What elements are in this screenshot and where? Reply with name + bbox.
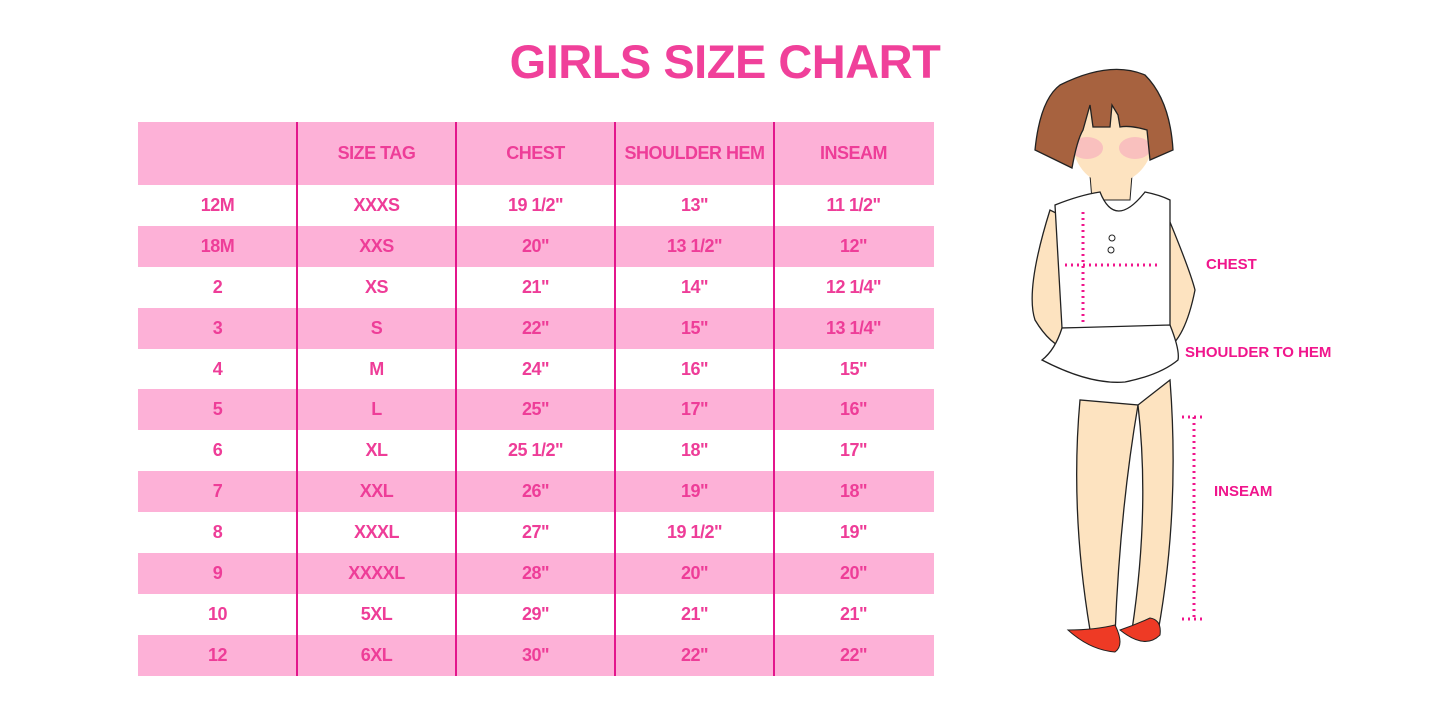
table-cell: XXS	[359, 235, 394, 256]
chest-label: CHEST	[1206, 256, 1257, 273]
size-label-cell: 6	[212, 440, 223, 461]
table-cell: 13"	[680, 194, 709, 215]
table-header-row: SIZE TAG CHEST SHOULDER HEM INSEAM	[138, 122, 934, 185]
inseam-label: INSEAM	[1214, 483, 1273, 500]
column-divider	[296, 122, 298, 676]
table-cell: M	[369, 358, 384, 379]
size-label-cell: 3	[212, 317, 223, 338]
table-cell: 21"	[680, 603, 709, 624]
table-cell: 13 1/4"	[825, 317, 882, 338]
table-cell: 15"	[680, 317, 709, 338]
table-cell: 25 1/2"	[507, 440, 564, 461]
size-table: SIZE TAG CHEST SHOULDER HEM INSEAM 12M XXXS 19…	[138, 122, 934, 676]
table-cell: 22"	[521, 317, 550, 338]
table-cell: 12 1/4"	[825, 276, 882, 297]
shoulder-to-hem-label: SHOULDER TO HEM	[1185, 344, 1332, 361]
table-cell: L	[371, 399, 382, 420]
size-label-cell: 18M	[200, 235, 235, 256]
size-label-cell: 8	[212, 522, 223, 543]
table-cell: 12"	[839, 235, 868, 256]
table-cell: 22"	[680, 644, 709, 665]
table-cell: XXL	[359, 481, 394, 502]
table-row: 10 5XL 29" 21" 21"	[138, 594, 934, 635]
table-cell: 21"	[521, 276, 550, 297]
table-row: 12 6XL 30" 22" 22"	[138, 634, 934, 676]
table-cell: 11 1/2"	[826, 194, 881, 215]
table-cell: 18"	[680, 440, 709, 461]
table-cell: 16"	[680, 358, 709, 379]
table-row: 4 M 24" 16" 15"	[138, 349, 934, 390]
size-label-cell: 4	[212, 358, 223, 379]
table-cell: 17"	[680, 399, 709, 420]
table-row: 2 XS 21" 14" 12 1/4"	[138, 267, 934, 308]
table-cell: 13 1/2"	[666, 235, 723, 256]
size-label-cell: 7	[212, 481, 223, 502]
table-row: 5 L 25" 17" 16"	[138, 389, 934, 431]
table-cell: 16"	[839, 399, 868, 420]
column-header: CHEST	[506, 143, 565, 163]
table-cell: XXXS	[353, 194, 400, 215]
table-cell: 25"	[521, 399, 550, 420]
table-cell: 18"	[839, 481, 868, 502]
table-cell: XXXXL	[348, 562, 405, 583]
table-cell: 21"	[839, 603, 868, 624]
table-cell: 26"	[521, 481, 550, 502]
table-row: 8 XXXL 27" 19 1/2" 19"	[138, 512, 934, 553]
table-row: 6 XL 25 1/2" 18" 17"	[138, 430, 934, 471]
column-divider	[455, 122, 457, 676]
column-header: SIZE TAG	[337, 143, 416, 163]
size-label-cell: 12M	[200, 194, 235, 215]
table-cell: 29"	[521, 603, 550, 624]
size-label-cell: 12	[207, 644, 228, 665]
table-cell: 5XL	[360, 603, 393, 624]
chart-title: GIRLS SIZE CHART	[509, 35, 941, 88]
table-cell: 22"	[839, 644, 868, 665]
table-cell: 6XL	[360, 644, 393, 665]
column-header: SHOULDER HEM	[624, 143, 765, 163]
table-row: 7 XXL 26" 19" 18"	[138, 471, 934, 513]
table-cell: 17"	[839, 440, 868, 461]
table-cell: S	[370, 317, 383, 338]
table-cell: XS	[364, 276, 389, 297]
table-cell: 28"	[521, 562, 550, 583]
table-row: 3 S 22" 15" 13 1/4"	[138, 307, 934, 349]
size-label-cell: 5	[212, 399, 223, 420]
table-cell: 20"	[839, 562, 868, 583]
table-cell: 27"	[521, 522, 550, 543]
girl-figure-icon	[1031, 68, 1202, 653]
column-divider	[614, 122, 616, 676]
table-cell: XXXL	[353, 522, 400, 543]
table-cell: 19"	[680, 481, 709, 502]
table-cell: 19 1/2"	[507, 194, 564, 215]
table-cell: 20"	[521, 235, 550, 256]
table-cell: 19"	[839, 522, 868, 543]
size-label-cell: 2	[212, 276, 223, 297]
table-cell: 15"	[839, 358, 868, 379]
table-cell: 14"	[680, 276, 709, 297]
size-label-cell: 9	[212, 562, 223, 583]
table-cell: 30"	[521, 644, 550, 665]
table-row: 9 XXXXL 28" 20" 20"	[138, 553, 934, 594]
column-header: INSEAM	[819, 143, 888, 163]
table-cell: XL	[365, 440, 388, 461]
girl-illustration: CHEST SHOULDER TO HEM INSEAM	[1020, 60, 1420, 665]
table-row: 12M XXXS 19 1/2" 13" 11 1/2"	[138, 185, 934, 226]
table-cell: 19 1/2"	[666, 522, 723, 543]
table-row: 18M XXS 20" 13 1/2" 12"	[138, 225, 934, 267]
table-cell: 24"	[521, 358, 550, 379]
column-divider	[773, 122, 775, 676]
table-cell: 20"	[680, 562, 709, 583]
size-label-cell: 10	[207, 603, 228, 624]
